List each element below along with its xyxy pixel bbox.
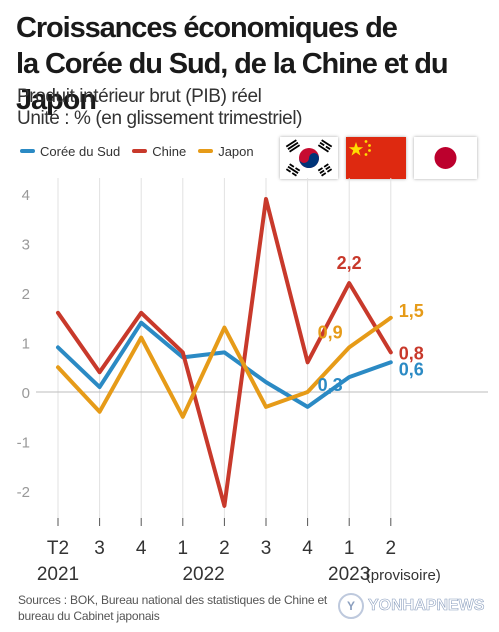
data-point [264, 405, 268, 409]
x-tick-label: T2 [47, 538, 69, 559]
data-point [348, 346, 351, 349]
y-tick-label: -1 [17, 435, 30, 452]
x-axis: T2 3 4 1 2 3 4 1 2 2021 2022 2023(provisoire) [37, 518, 441, 585]
legend-item-japan: Japon [198, 143, 254, 159]
x-tick-label: 4 [136, 538, 147, 559]
data-point [98, 371, 101, 374]
x-year-label: 2022 [182, 564, 224, 585]
x-tick-label: 4 [302, 538, 313, 559]
legend-label-japan: Japon [218, 143, 254, 159]
data-point [56, 366, 60, 369]
subtitle-line-1: Produit intérieur brut (PIB) réel [17, 86, 262, 107]
legend-label-china: Chine [152, 143, 187, 159]
data-label: 0,3 [318, 375, 343, 395]
data-point [348, 375, 351, 379]
y-tick-label: 2 [22, 286, 30, 303]
data-point [140, 321, 143, 324]
data-point [181, 351, 184, 354]
data-point [306, 405, 309, 409]
title-line-1: Croissances économiques de [16, 12, 398, 44]
data-label: 2,2 [337, 253, 362, 273]
data-point [306, 361, 309, 364]
yonhap-logo-icon: Y [338, 593, 364, 619]
subtitle-line-2: Unité : % (en glissement trimestriel) [17, 108, 303, 129]
data-point [223, 326, 226, 329]
data-label: 1,5 [399, 301, 424, 321]
data-point [348, 281, 351, 285]
data-point [264, 197, 268, 201]
x-year-label: 2021 [37, 564, 79, 585]
x-year-label: 2023 [328, 564, 370, 585]
data-point [223, 351, 226, 354]
x-tick-label: 3 [94, 538, 105, 559]
south-korea-flag [280, 137, 338, 179]
data-point [56, 346, 60, 349]
data-point [264, 380, 268, 384]
data-label: 0,9 [318, 322, 343, 342]
data-point [389, 316, 392, 319]
y-axis: 4 3 2 1 0 -1 -2 [17, 187, 30, 501]
data-point [98, 410, 101, 413]
data-point [181, 415, 184, 418]
data-point [98, 385, 101, 389]
legend-label-korea: Corée du Sud [40, 143, 121, 159]
legend-swatch-china [132, 149, 148, 153]
title-line-2: la Corée du Sud, de la Chine et du Japon [16, 48, 449, 116]
y-tick-label: 1 [22, 336, 30, 353]
legend: Corée du Sud Chine Japon [20, 143, 254, 159]
sources-note: Sources : BOK, Bureau national des stati… [18, 592, 488, 624]
data-point [140, 336, 143, 339]
series-layer [56, 197, 393, 508]
x-tick-label: 1 [344, 538, 355, 559]
japan-flag [414, 137, 477, 179]
data-point [140, 311, 143, 314]
y-tick-label: 0 [22, 385, 30, 402]
data-label: 0,8 [399, 343, 424, 363]
y-tick-label: -2 [17, 484, 30, 501]
y-tick-label: 3 [22, 237, 30, 254]
data-label: 0,6 [399, 359, 424, 379]
yonhap-watermark: Y YONHAPNEWS [338, 590, 488, 622]
legend-swatch-japan [198, 149, 214, 153]
legend-item-china: Chine [132, 144, 186, 159]
data-point [223, 504, 226, 508]
data-point [306, 390, 309, 394]
sources-line-2: bureau du Cabinet japonais [18, 609, 160, 623]
watermark-text: YONHAPNEWS [368, 597, 485, 615]
x-tick-label: 2 [219, 538, 230, 559]
legend-item-korea: Corée du Sud [20, 144, 120, 159]
data-point [56, 311, 60, 314]
x-tick-label: 3 [261, 538, 272, 559]
chart-title: Croissances économiques de la Corée du S… [16, 10, 491, 118]
legend-swatch-korea [20, 149, 35, 153]
sources-line-1: Sources : BOK, Bureau national des stati… [18, 593, 328, 607]
x-tick-label: 1 [178, 538, 189, 559]
data-point [389, 351, 392, 354]
data-label-layer: 2,2 0,9 0,3 1,5 0,80,6 [318, 253, 424, 395]
x-year-label: (provisoire) [366, 567, 441, 584]
y-tick-label: 4 [22, 187, 30, 204]
china-flag [346, 137, 406, 179]
x-tick-label: 2 [386, 538, 397, 559]
data-point [389, 361, 392, 364]
chart-subtitle: Produit intérieur brut (PIB) réel Unité … [17, 86, 487, 130]
